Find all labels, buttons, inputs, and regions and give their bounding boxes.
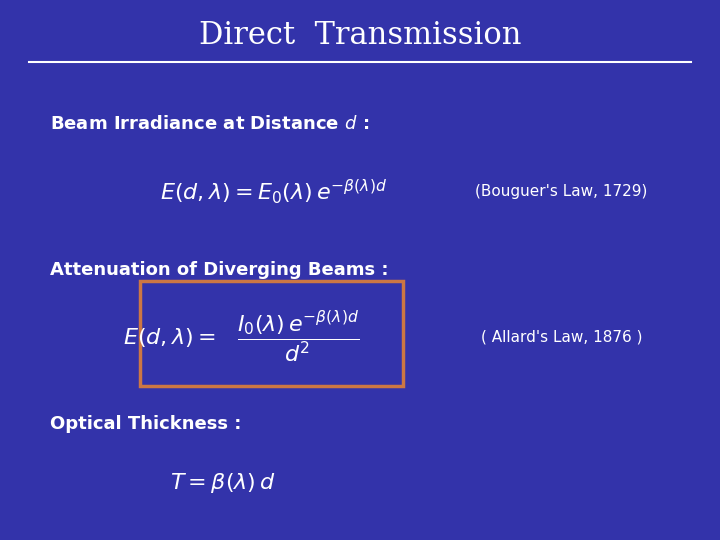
Text: Beam Irradiance at Distance $d$ :: Beam Irradiance at Distance $d$ :: [50, 115, 369, 133]
Text: (Bouguer's Law, 1729): (Bouguer's Law, 1729): [475, 184, 648, 199]
Text: $E(d, \lambda) = E_0(\lambda)\, e^{-\beta(\lambda)d}$: $E(d, \lambda) = E_0(\lambda)\, e^{-\bet…: [160, 177, 387, 206]
Text: ( Allard's Law, 1876 ): ( Allard's Law, 1876 ): [481, 330, 642, 345]
Text: Attenuation of Diverging Beams :: Attenuation of Diverging Beams :: [50, 261, 389, 279]
Text: $\dfrac{I_0(\lambda)\, e^{-\beta(\lambda)d}}{d^2}$: $\dfrac{I_0(\lambda)\, e^{-\beta(\lambda…: [238, 310, 360, 365]
Text: $T = \beta(\lambda)\, d$: $T = \beta(\lambda)\, d$: [171, 471, 276, 495]
Text: Direct  Transmission: Direct Transmission: [199, 19, 521, 51]
Text: Optical Thickness :: Optical Thickness :: [50, 415, 242, 433]
FancyBboxPatch shape: [140, 281, 403, 386]
Text: $E(d, \lambda) = $: $E(d, \lambda) = $: [123, 326, 215, 349]
